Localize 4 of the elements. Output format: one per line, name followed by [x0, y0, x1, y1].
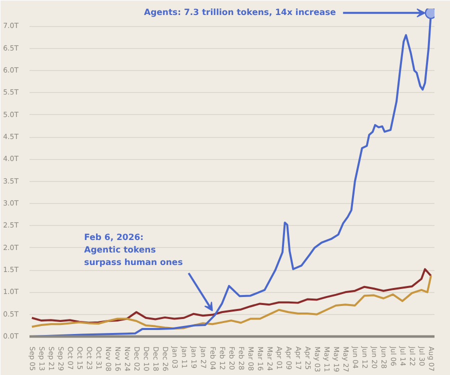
annotation: Agents: 7.3 trillion tokens, 14x increase	[144, 8, 336, 18]
annotation: Feb 6, 2026: Agentic tokens surpass human ones	[84, 233, 183, 268]
line-series	[30, 274, 432, 330]
line-series	[30, 268, 432, 324]
